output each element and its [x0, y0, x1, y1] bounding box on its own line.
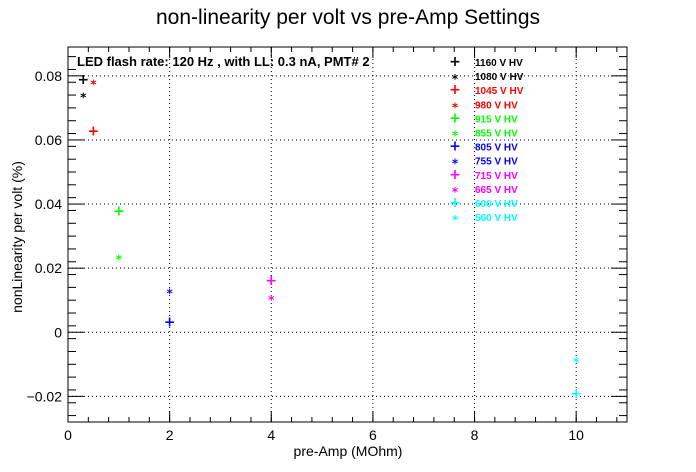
legend-marker: + [449, 82, 461, 98]
x-tick-label: 0 [64, 427, 72, 443]
x-axis-label: pre-Amp (MOhm) [294, 443, 403, 459]
legend-entry: 600 V HV [475, 199, 518, 210]
data-point: + [77, 72, 89, 88]
x-tick-label: 8 [471, 427, 479, 443]
data-point: * [90, 78, 97, 92]
legend-marker: + [449, 167, 461, 183]
grid-lines [68, 47, 627, 422]
legend-marker: + [449, 110, 461, 126]
x-tick-label: 6 [369, 427, 377, 443]
x-tick-label: 2 [166, 427, 174, 443]
y-tick-label: 0.08 [35, 68, 62, 84]
data-point: + [265, 273, 277, 289]
y-tick-labels: −0.02 0 0.02 0.04 0.06 0.08 [27, 68, 63, 405]
legend-marker: * [452, 213, 459, 227]
y-tick-label: 0.04 [35, 196, 62, 212]
legend-marker: + [449, 139, 461, 155]
plot-frame [67, 46, 628, 423]
legend-entry: 665 V HV [475, 185, 518, 196]
legend-entry: 1045 V HV [475, 86, 524, 97]
legend-entry: 755 V HV [475, 157, 518, 168]
legend-entry: 915 V HV [475, 114, 518, 125]
x-tick-labels: 0 2 4 6 8 10 [64, 427, 584, 443]
data-point: * [268, 293, 275, 307]
chart-title: non-linearity per volt vs pre-Amp Settin… [156, 6, 540, 29]
legend-marker: * [452, 157, 459, 171]
legend-entry: 560 V HV [475, 213, 518, 224]
legend-entry: 1160 V HV [475, 58, 523, 69]
data-points: +*+*+*+*+*+* [77, 72, 582, 402]
legend-entry: 980 V HV [475, 100, 518, 111]
y-tick-label: −0.02 [27, 388, 63, 404]
legend-marker: * [452, 185, 459, 199]
legend-entry: 855 V HV [475, 129, 518, 140]
legend-entry: 805 V HV [475, 143, 518, 154]
data-point: + [113, 203, 125, 219]
legend-marker: + [449, 54, 461, 70]
data-point: * [116, 252, 123, 266]
x-tick-label: 4 [267, 427, 275, 443]
y-tick-label: 0 [54, 324, 62, 340]
data-point: * [80, 90, 87, 104]
y-tick-label: 0.06 [35, 132, 62, 148]
y-axis-label: nonLinearity per volt (%) [9, 161, 25, 313]
x-tick-label: 10 [568, 427, 584, 443]
legend-marker: * [452, 72, 459, 86]
legend-entry: 715 V HV [475, 171, 518, 182]
legend-marker: * [452, 100, 459, 114]
legend-entry: 1080 V HV [475, 72, 524, 83]
data-point: + [88, 123, 100, 139]
legend-marker: * [452, 129, 459, 143]
data-point: * [166, 287, 173, 301]
axis-ticks [67, 47, 627, 422]
data-point: * [573, 355, 580, 369]
legend-marker: + [449, 195, 461, 211]
data-point: + [570, 386, 582, 402]
y-tick-label: 0.02 [35, 260, 62, 276]
chart-annotation: LED flash rate: 120 Hz , with LL: 0.3 nA… [77, 54, 370, 69]
data-point: + [164, 315, 176, 331]
legend: +1160 V HV * 1080 V HV + 1045 V HV * 980 V HV +… [449, 54, 524, 227]
